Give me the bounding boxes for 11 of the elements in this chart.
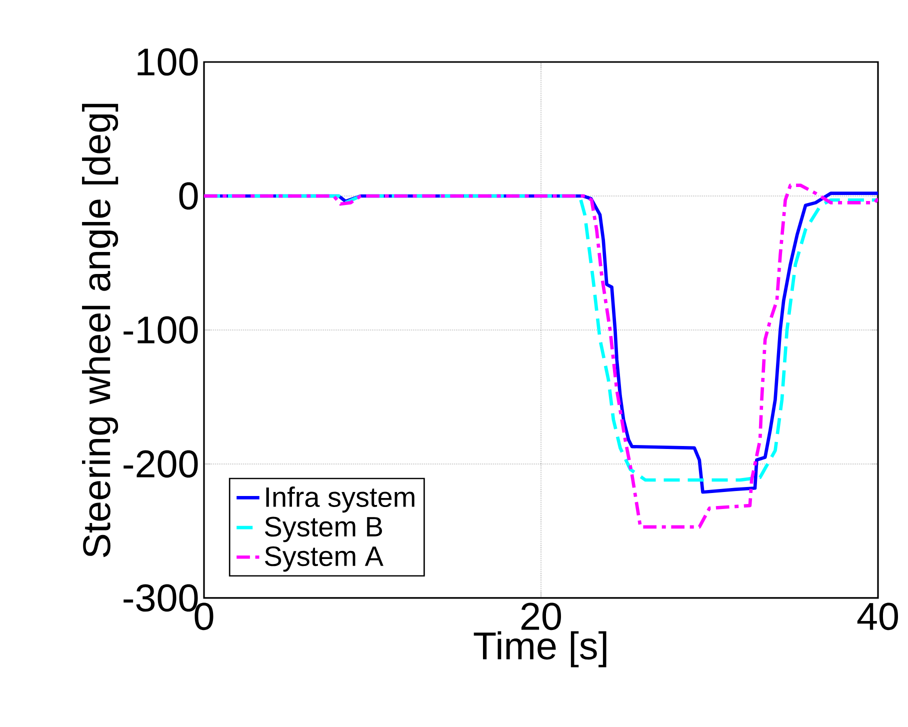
y-tick-label: -100 — [124, 316, 198, 344]
legend-label: System A — [264, 546, 384, 572]
legend-label: System B — [264, 516, 382, 542]
y-axis-title: Steering wheel angle [deg] — [82, 104, 118, 558]
y-tick-label: 0 — [179, 182, 198, 210]
y-tick-label: 100 — [138, 48, 198, 76]
x-tick-label: 20 — [521, 602, 561, 630]
y-tick-label: -200 — [124, 450, 198, 478]
x-tick-label: 40 — [857, 602, 898, 630]
legend-label: Infra system — [266, 486, 414, 513]
x-axis-title: Time [s] — [474, 631, 606, 668]
